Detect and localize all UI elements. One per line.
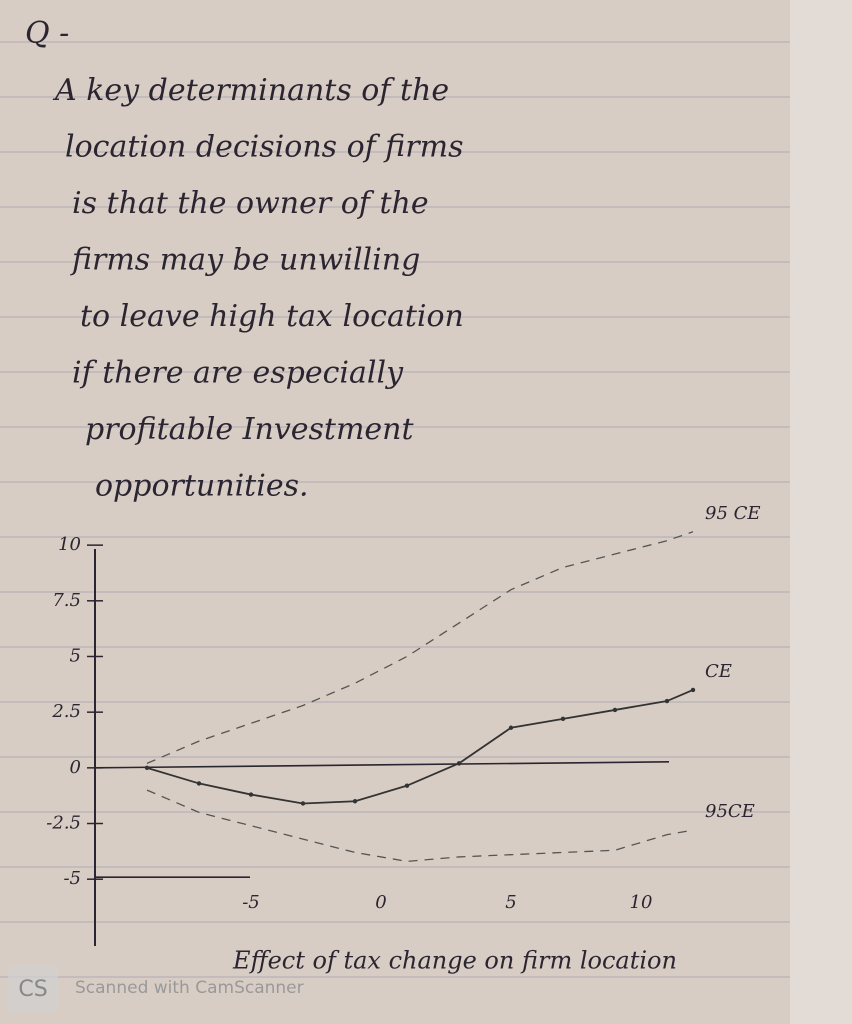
x-tick-label: 5 [505, 892, 516, 913]
series-point [196, 781, 202, 786]
notes: A key determinants of the location decisi… [52, 73, 464, 504]
series-point [248, 792, 254, 797]
y-tick-label: 5 [70, 645, 81, 666]
series-point [404, 783, 410, 788]
x-tick-label: 10 [630, 892, 653, 913]
y-tick-label: -2.5 [46, 813, 81, 834]
legend-label: 95CE [705, 801, 755, 822]
y-tick-label: -5 [63, 868, 81, 889]
chart: 10 7.5 5 2.5 0 -2.5 -5 -5 0 5 10 95 CE CE 95CE Effect … [46, 503, 760, 975]
y-tick-label: 10 [58, 534, 81, 555]
watermark-text: Scanned with CamScanner [75, 978, 304, 998]
series-point [612, 707, 618, 713]
note-line: to leave high tax location [80, 299, 464, 334]
watermark-logo: CS [18, 977, 47, 1002]
legend-label: CE [705, 661, 732, 682]
series-point [352, 799, 358, 804]
note-line: if there are especially [72, 356, 404, 391]
note-line: opportunities. [95, 469, 309, 504]
series-point [144, 765, 150, 771]
y-tick-label: 7.5 [52, 590, 81, 611]
series-point [300, 801, 306, 806]
note-line: location decisions of firms [65, 130, 463, 165]
series-line [146, 789, 694, 863]
y-tick-label: 2.5 [51, 701, 81, 722]
series-point [456, 761, 462, 766]
x-tick-label: 0 [375, 892, 386, 913]
series-point [508, 725, 514, 730]
note-line: firms may be unwilling [70, 243, 420, 278]
y-tick-label: 0 [70, 757, 81, 778]
series-line [146, 531, 694, 764]
series-point [560, 716, 566, 722]
legend-label: 95 CE [705, 503, 761, 524]
chart-title: Effect of tax change on firm location [232, 947, 677, 975]
question-mark: Q - [25, 16, 69, 51]
watermark-badge [8, 966, 58, 1012]
note-line: is that the owner of the [72, 186, 429, 221]
zero-line [94, 761, 670, 769]
x-tick-label: -5 [242, 892, 260, 913]
note-line: profitable Investment [85, 412, 414, 447]
series-point [690, 687, 696, 693]
series-line [146, 689, 694, 805]
note-line: A key determinants of the [52, 73, 449, 108]
page-edge [790, 0, 852, 1024]
series-point [664, 698, 670, 704]
